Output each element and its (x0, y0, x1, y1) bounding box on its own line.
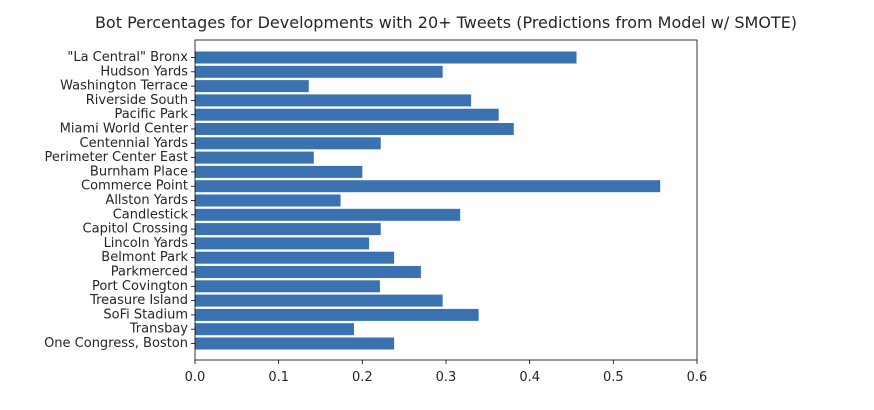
category-label: Port Covington (92, 279, 188, 294)
x-tick-label: 0.4 (519, 370, 540, 385)
bar (195, 180, 661, 193)
category-label: Burnham Place (90, 164, 188, 179)
bar (195, 94, 472, 107)
chart-title: Bot Percentages for Developments with 20… (95, 13, 797, 32)
bar (195, 280, 380, 293)
category-label: Centennial Yards (80, 136, 189, 151)
bar (195, 137, 381, 150)
x-tick-label: 0.2 (352, 370, 373, 385)
bar (195, 266, 421, 278)
bar (195, 194, 341, 207)
category-label: Commerce Point (81, 179, 188, 194)
bar (195, 123, 514, 135)
category-label: Capitol Crossing (83, 222, 188, 237)
category-label: Perimeter Center East (44, 150, 188, 165)
category-label: One Congress, Boston (44, 336, 188, 351)
category-label: Allston Yards (105, 193, 188, 208)
category-label: Transbay (129, 322, 189, 337)
bar (195, 323, 354, 336)
bar (195, 294, 443, 307)
bar (195, 65, 443, 78)
bar (195, 237, 370, 250)
bar (195, 308, 479, 321)
plot-frame (194, 39, 698, 361)
category-label: Candlestick (113, 207, 189, 222)
category-label: SoFi Stadium (103, 307, 188, 322)
x-tick-label: 0.3 (436, 370, 457, 385)
x-axis: 0.0 0.1 0.2 0.3 0.4 0.5 0.6 (185, 360, 708, 385)
category-label: Belmont Park (101, 250, 188, 265)
category-label: Miami World Center (60, 122, 189, 137)
bar (195, 251, 395, 264)
category-label: Pacific Park (114, 107, 188, 122)
x-tick-label: 0.0 (185, 370, 206, 385)
x-tick-label: 0.6 (687, 370, 708, 385)
category-label: Lincoln Yards (104, 236, 189, 251)
bar (195, 151, 314, 164)
bar (195, 80, 309, 93)
category-label: Washington Terrace (60, 79, 188, 94)
bars-group (195, 51, 661, 350)
category-label: "La Central" Bronx (67, 50, 188, 65)
bar (195, 223, 381, 236)
x-tick-label: 0.5 (603, 370, 624, 385)
category-label: Treasure Island (89, 293, 188, 308)
x-tick-label: 0.1 (268, 370, 289, 385)
bar (195, 51, 577, 64)
category-label: Hudson Yards (100, 64, 188, 79)
bar (195, 337, 395, 350)
bar (195, 165, 363, 178)
category-label: Riverside South (86, 93, 188, 108)
bar (195, 108, 499, 121)
bar (195, 208, 461, 221)
category-label: Parkmerced (111, 265, 188, 280)
